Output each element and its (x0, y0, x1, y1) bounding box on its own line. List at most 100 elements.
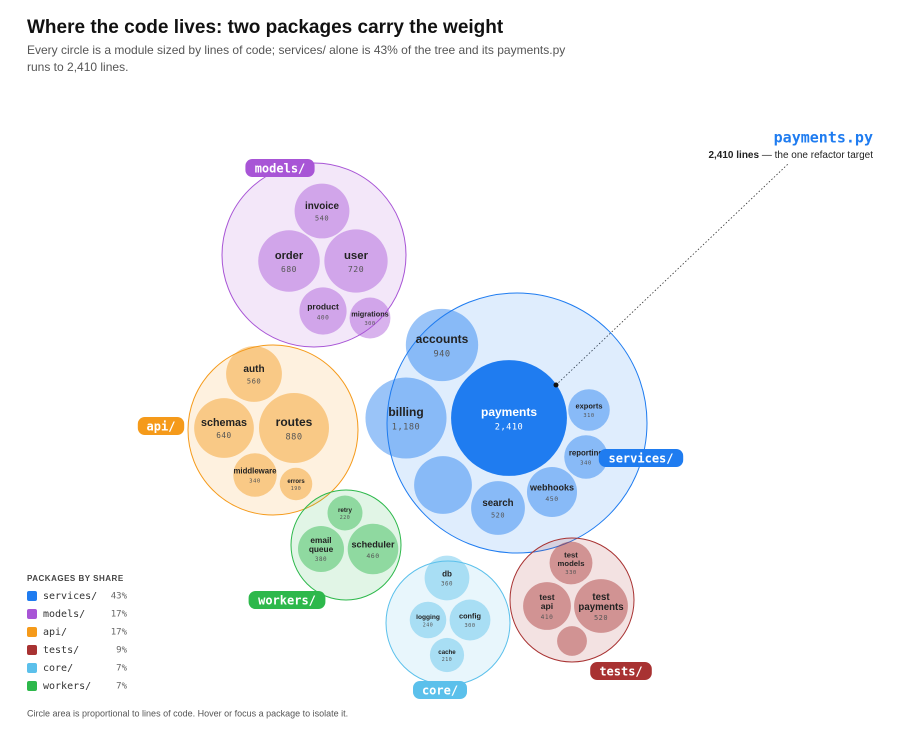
module-value-label: 2,410 (495, 423, 523, 433)
module-value-label: 400 (317, 314, 330, 321)
module-value-label: 300 (364, 321, 375, 327)
module-circle (414, 456, 472, 514)
package-badge (248, 591, 326, 609)
legend-share: 17% (111, 628, 128, 638)
module-circle (564, 435, 608, 479)
footnote: Circle area is proportional to lines of … (27, 708, 348, 718)
annotation-leader (555, 163, 789, 386)
annotation-rest: — the one refactor target (762, 150, 873, 161)
module-value-label: 310 (583, 413, 594, 419)
module-circle (405, 308, 479, 382)
module-value-label: 210 (442, 657, 453, 663)
module-label: search (482, 498, 513, 509)
module-label: logging (416, 614, 440, 621)
module-label: cache (438, 649, 456, 656)
module-circle (526, 466, 578, 518)
module-value-label: 1,180 (392, 423, 420, 433)
module-circle (471, 481, 525, 535)
module-label: exports (576, 402, 603, 411)
module-value-label: 450 (545, 495, 558, 503)
module-label-line: test (564, 551, 578, 560)
module-label: test api (539, 592, 554, 611)
module-circle (451, 360, 567, 476)
module-circle (568, 389, 610, 431)
module-label: billing (388, 405, 423, 419)
module-label: scheduler (351, 539, 394, 549)
module-circle (258, 230, 320, 292)
legend-share: 17% (111, 610, 128, 620)
annotation-text: 2,410 lines — the one refactor target (708, 150, 873, 161)
module-value-label: 220 (340, 515, 351, 521)
pack: accounts 940 billing 1,180 payments 2,410 expo… (137, 159, 684, 699)
module-value-label: 540 (315, 213, 329, 222)
module-circle (324, 229, 388, 293)
package-badge (598, 449, 684, 467)
module-label: auth (243, 364, 264, 375)
package-circle (187, 344, 359, 516)
legend-swatch (27, 591, 37, 601)
module-label: accounts (416, 332, 469, 346)
module-value-label: 300 (464, 623, 475, 629)
module-value-label: 410 (541, 614, 554, 621)
module-label: order (275, 250, 304, 262)
module-circle (574, 579, 628, 633)
module-circle (327, 495, 363, 531)
legend-name: workers/ (43, 681, 91, 692)
module-circle (233, 453, 277, 497)
module-value-label: 520 (594, 614, 608, 622)
module-label: retry (338, 507, 352, 514)
module-circle (258, 392, 330, 464)
module-circle (365, 377, 447, 459)
module-label: email queue (309, 536, 334, 554)
module-circle (226, 346, 282, 402)
module-label: db (442, 569, 452, 578)
module-value-label: 520 (491, 511, 505, 519)
module-label: routes (276, 415, 313, 429)
module-value-label: 240 (423, 622, 434, 628)
module-circle (549, 541, 593, 585)
legend-share: 43% (111, 592, 128, 602)
legend-share: 7% (116, 664, 127, 674)
package-label: api/ (147, 420, 176, 434)
module-circle (294, 183, 350, 239)
module-value-label: 360 (441, 582, 453, 588)
module-value-label: 380 (315, 556, 327, 563)
module-label-line: email (310, 536, 331, 545)
module-value-label: 190 (291, 486, 302, 492)
legend-name: tests/ (43, 645, 79, 656)
module-value-label: 340 (580, 460, 592, 466)
module-circle (347, 523, 399, 575)
module-value-label: 720 (348, 264, 364, 274)
chart-title: Where the code lives: two packages carry… (27, 17, 504, 38)
module-circle (194, 398, 254, 458)
package-circle (290, 489, 402, 601)
module-value-label: 460 (366, 552, 379, 560)
package-badge (413, 681, 467, 699)
module-circle (523, 582, 571, 630)
module-value-label: 880 (285, 433, 302, 443)
module-value-label: 940 (433, 350, 450, 360)
module-value-label: 560 (247, 377, 262, 386)
legend-swatch (27, 645, 37, 655)
module-circle (429, 637, 465, 673)
module-label: schemas (201, 417, 247, 429)
package-label: models/ (255, 162, 306, 176)
legend-swatch (27, 609, 37, 619)
module-label: user (344, 250, 369, 262)
annotation-strong: 2,410 lines (708, 150, 759, 161)
module-circle (449, 599, 491, 641)
annotation-title: payments.py (774, 129, 873, 147)
package-circle (509, 537, 635, 663)
module-circle (349, 297, 391, 339)
module-label-line: payments (578, 602, 623, 613)
module-circle (279, 467, 313, 501)
module-label-line: api (541, 601, 553, 611)
module-label-line: queue (309, 545, 334, 554)
package-label: tests/ (599, 665, 642, 679)
module-label-line: models (558, 559, 585, 568)
module-circle (424, 555, 470, 601)
legend-name: models/ (43, 609, 85, 620)
package-badge (590, 662, 652, 680)
annotation-dot (553, 382, 559, 388)
legend-swatch (27, 681, 37, 691)
